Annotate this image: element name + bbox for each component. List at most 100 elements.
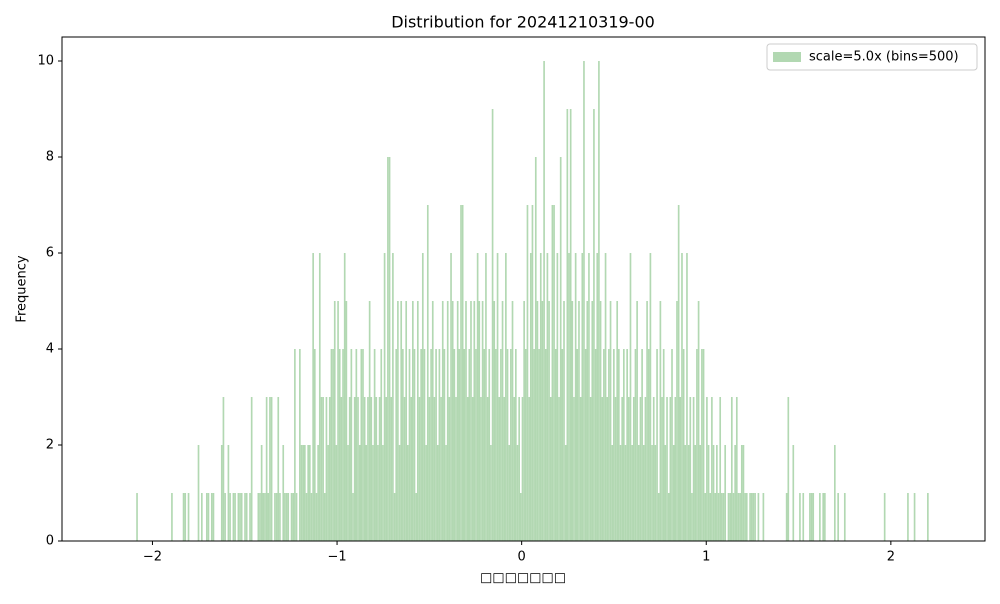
bar [837, 493, 839, 541]
bar [571, 301, 574, 541]
x-tick-label: 0 [518, 550, 526, 565]
bar [727, 493, 730, 541]
bar [824, 493, 826, 541]
bar [632, 397, 635, 541]
legend-swatch [773, 52, 801, 62]
bar [717, 493, 720, 541]
bar [277, 397, 280, 541]
bar [393, 493, 396, 541]
bar [563, 301, 565, 541]
y-tick-label: 0 [46, 534, 54, 549]
bar [516, 445, 519, 541]
bar [644, 397, 647, 541]
bar [378, 397, 381, 541]
bar [706, 397, 708, 541]
bar [735, 397, 738, 541]
bar [440, 397, 442, 541]
bar [508, 445, 511, 541]
bar [448, 397, 451, 541]
bar [360, 349, 363, 541]
bar [436, 445, 439, 541]
bar [367, 397, 369, 541]
bar [639, 397, 642, 541]
y-tick-label: 10 [37, 54, 54, 69]
bar [257, 493, 260, 541]
bar [332, 349, 334, 541]
bar [822, 493, 825, 541]
bar [267, 493, 270, 541]
bar [707, 445, 710, 541]
bar [704, 493, 707, 541]
bar [282, 445, 285, 541]
bar [244, 493, 246, 541]
bar [553, 205, 555, 541]
bar [609, 301, 612, 541]
bar [548, 301, 550, 541]
bar [239, 493, 241, 541]
bar [259, 493, 261, 541]
x-tick-label: −1 [327, 550, 346, 565]
bar [556, 253, 559, 541]
bar [224, 493, 226, 541]
bar [387, 157, 389, 541]
bar [646, 301, 648, 541]
bar [732, 493, 735, 541]
bar [345, 301, 348, 541]
bar [275, 493, 278, 541]
bar [468, 349, 471, 541]
bar [598, 61, 600, 541]
bar [463, 349, 466, 541]
bar [579, 397, 582, 541]
bar [559, 157, 562, 541]
bar [220, 445, 223, 541]
bar [262, 493, 265, 541]
bar [669, 397, 672, 541]
bar [405, 301, 408, 541]
bar [603, 349, 605, 541]
bar [446, 301, 449, 541]
bar [493, 301, 496, 541]
bar [284, 493, 286, 541]
bar [757, 493, 760, 541]
bar [506, 349, 509, 541]
bar [661, 397, 663, 541]
bar [136, 493, 138, 541]
bar [601, 397, 604, 541]
bar [466, 397, 469, 541]
bar [613, 349, 615, 541]
bar [305, 493, 308, 541]
bar [269, 397, 271, 541]
bar [740, 445, 743, 541]
bar [511, 301, 514, 541]
bar [599, 301, 602, 541]
bar [686, 253, 688, 541]
y-tick-label: 4 [46, 342, 54, 357]
bar [588, 253, 590, 541]
bar [481, 301, 484, 541]
bar [742, 445, 745, 541]
bar [526, 205, 529, 541]
bar [664, 445, 667, 541]
bar [425, 445, 427, 541]
y-tick-label: 6 [46, 246, 54, 261]
bar [347, 445, 349, 541]
bar [435, 349, 437, 541]
bar [445, 445, 447, 541]
bar [340, 397, 343, 541]
bar [749, 493, 751, 541]
bar [581, 253, 584, 541]
bar [197, 445, 200, 541]
bar [245, 493, 248, 541]
bar [395, 349, 398, 541]
bar [819, 493, 821, 541]
chart-title: Distribution for 20241210319-00 [391, 13, 655, 32]
bar [564, 445, 567, 541]
bar [614, 397, 617, 541]
bar [416, 301, 419, 541]
bar [458, 349, 461, 541]
bar [171, 493, 173, 541]
bar [656, 349, 658, 541]
bar [222, 397, 225, 541]
bar [210, 493, 213, 541]
